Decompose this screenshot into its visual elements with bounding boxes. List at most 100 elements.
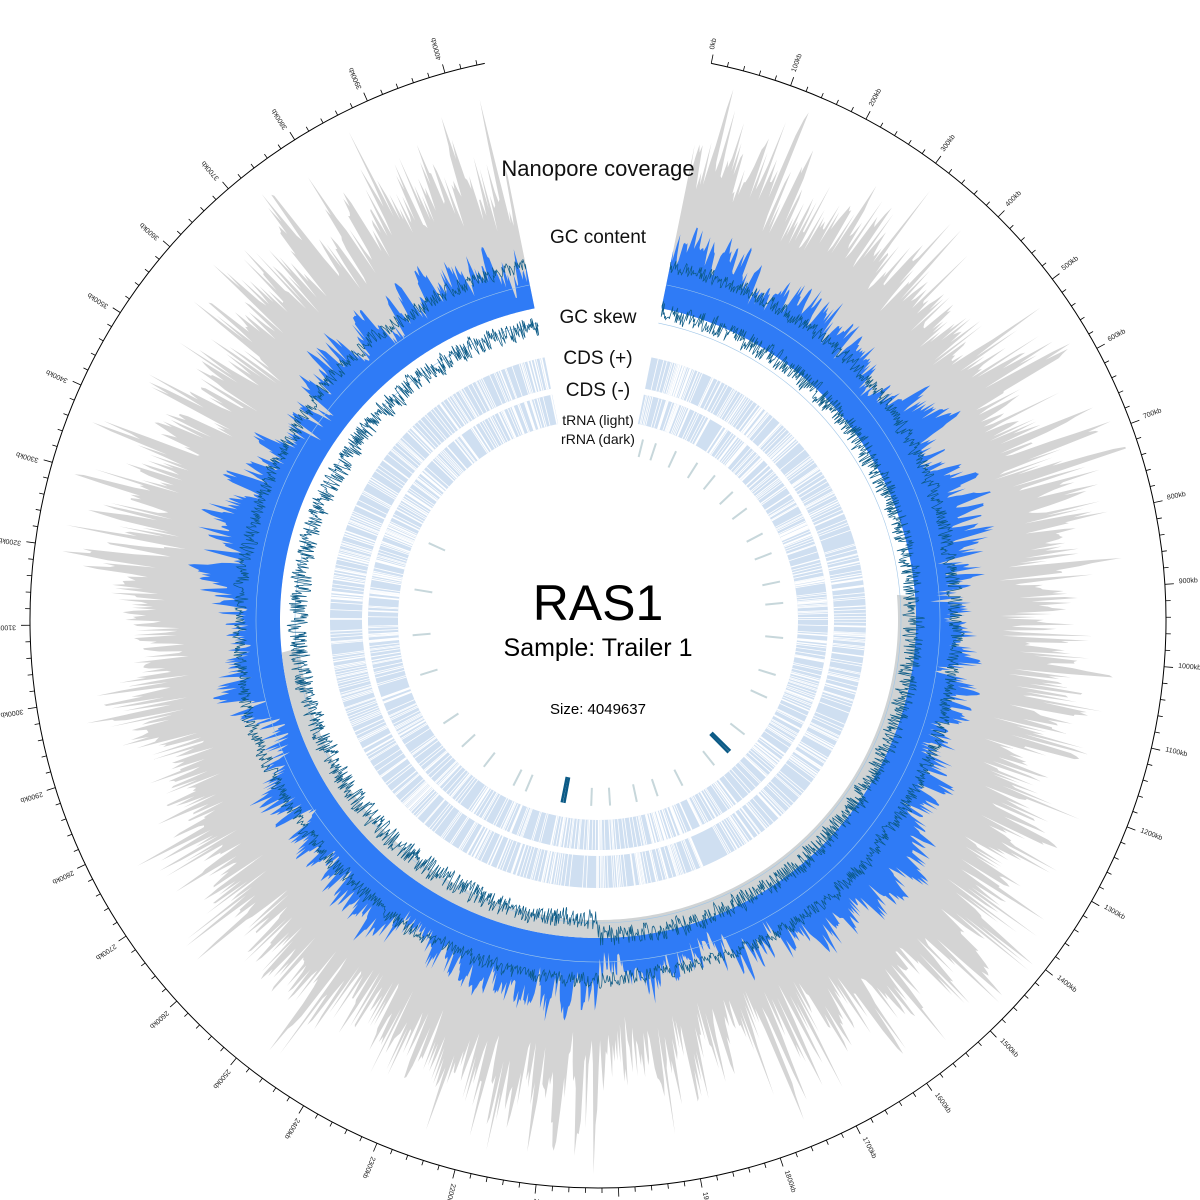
ruler-minor-tick	[349, 103, 353, 109]
ruler-tick-label: 300kb	[940, 134, 957, 154]
ruler-minor-tick	[344, 1129, 348, 1135]
ruler-minor-tick	[41, 755, 47, 758]
ruler-minor-tick	[380, 89, 383, 95]
ruler-minor-tick	[502, 1180, 504, 1186]
cds-plus-track	[329, 357, 867, 889]
trna-mark	[414, 588, 433, 594]
ruler-minor-tick	[939, 1073, 944, 1078]
ruler-tick-label: 1700kb	[861, 1136, 878, 1160]
ruler-tick-label: 2700kb	[94, 942, 117, 961]
ruler-major-tick	[926, 1083, 933, 1091]
track-label-cds-plus: CDS (+)	[563, 348, 632, 369]
ruler-tick-label: 2600kb	[148, 1009, 170, 1030]
ruler-major-tick	[222, 181, 229, 189]
ruler-minor-tick	[977, 1041, 982, 1047]
trna-mark	[649, 442, 657, 461]
ruler-tick-label: 3500kb	[86, 291, 109, 309]
ruler-minor-tick	[176, 230, 182, 235]
ruler-major-tick	[27, 706, 37, 710]
ruler-major-tick	[298, 1105, 304, 1114]
ruler-minor-tick	[884, 1109, 888, 1115]
ruler-minor-tick	[1001, 1018, 1006, 1024]
ruler-minor-tick	[151, 975, 156, 980]
ruler-minor-tick	[35, 509, 41, 511]
ruler-tick-label: 1500kb	[998, 1037, 1019, 1059]
ruler-minor-tick	[1064, 942, 1070, 947]
trna-mark	[419, 668, 438, 676]
ruler-major-tick	[1164, 583, 1174, 585]
cds-minus-track	[367, 394, 829, 851]
ruler-major-tick	[112, 307, 121, 313]
genome-size-label: Size: 4049637	[550, 701, 646, 718]
ruler-major-tick	[989, 1030, 997, 1038]
ruler-minor-tick	[286, 1096, 290, 1102]
ruler-minor-tick	[961, 179, 966, 184]
ruler-minor-tick	[28, 558, 34, 560]
ruler-minor-tick	[1055, 956, 1060, 960]
ruler-minor-tick	[1061, 289, 1067, 293]
ruler-major-tick	[72, 380, 82, 386]
ruler-tick-label: 1600kb	[933, 1092, 952, 1115]
gc-content-track	[231, 259, 965, 990]
ruler-major-tick	[855, 1125, 861, 1135]
ruler-minor-tick	[421, 1160, 424, 1166]
ruler-minor-tick	[836, 99, 839, 105]
ruler-minor-tick	[200, 207, 205, 212]
ruler-tick-label: 1100kb	[1165, 746, 1189, 758]
ruler-minor-tick	[272, 1087, 277, 1093]
trna-mark	[702, 474, 716, 490]
ruler-tick-label: 1900kb	[701, 1192, 712, 1200]
rrna-mark	[709, 733, 730, 754]
ruler-major-tick	[169, 1000, 178, 1008]
gc-skew-track	[281, 301, 926, 946]
ruler-minor-tick	[1031, 249, 1036, 254]
ruler-minor-tick	[948, 169, 953, 174]
ruler-minor-tick	[825, 1139, 829, 1145]
ruler-minor-tick	[320, 118, 324, 124]
gc-content-line	[231, 259, 965, 990]
ruler-minor-tick	[965, 1052, 970, 1057]
sample-subtitle: Sample: Trailer 1	[504, 634, 693, 662]
ruler-tick-label: 2200kb	[444, 1183, 457, 1200]
ruler-major-tick	[1151, 747, 1161, 751]
ruler-minor-tick	[1020, 237, 1025, 242]
ruler-tick-label: 600kb	[1107, 328, 1127, 343]
ruler-tick-label: 1000kb	[1178, 663, 1200, 672]
ruler-minor-tick	[43, 476, 49, 479]
ruler-minor-tick	[1074, 929, 1079, 933]
ruler-major-tick	[442, 64, 446, 74]
ruler-tick-label: 4000kb	[430, 37, 443, 61]
ruler-minor-tick	[1150, 484, 1156, 487]
ruler-major-tick	[1091, 900, 1100, 907]
track-label-cds-minus: CDS (-)	[566, 380, 630, 401]
ruler-minor-tick	[1118, 390, 1124, 394]
ruler-arc	[29, 62, 1167, 1189]
ruler-minor-tick	[1159, 533, 1165, 536]
ruler-minor-tick	[908, 139, 912, 145]
ruler-minor-tick	[880, 122, 884, 128]
ruler-minor-tick	[32, 525, 38, 528]
ruler-tick-label: 3000kb	[0, 708, 24, 718]
ruler-minor-tick	[125, 295, 130, 300]
ruler-minor-tick	[305, 126, 310, 132]
ruler-tick-label: 3400kb	[45, 368, 69, 384]
ruler-minor-tick	[411, 77, 414, 83]
ruler-tick-label: 1800kb	[783, 1170, 797, 1194]
ruler-minor-tick	[1137, 795, 1143, 798]
ruler-minor-tick	[90, 352, 96, 356]
ruler-minor-tick	[732, 1171, 735, 1177]
ruler-minor-tick	[1113, 856, 1119, 860]
ruler-minor-tick	[912, 1092, 917, 1097]
ruler-minor-tick	[250, 163, 255, 169]
ruler-tick-label: 1300kb	[1103, 904, 1127, 922]
ruler-minor-tick	[1124, 405, 1130, 409]
ruler-minor-tick	[820, 92, 824, 98]
trna-mark	[746, 532, 764, 543]
ruler-major-tick	[452, 1169, 456, 1179]
ruler-tick-label: 2900kb	[19, 790, 43, 803]
ruler-minor-tick	[1145, 468, 1151, 471]
trna-mark	[765, 635, 784, 639]
ruler-minor-tick	[1104, 360, 1110, 364]
ruler-tick-label: 3800kb	[271, 107, 289, 130]
